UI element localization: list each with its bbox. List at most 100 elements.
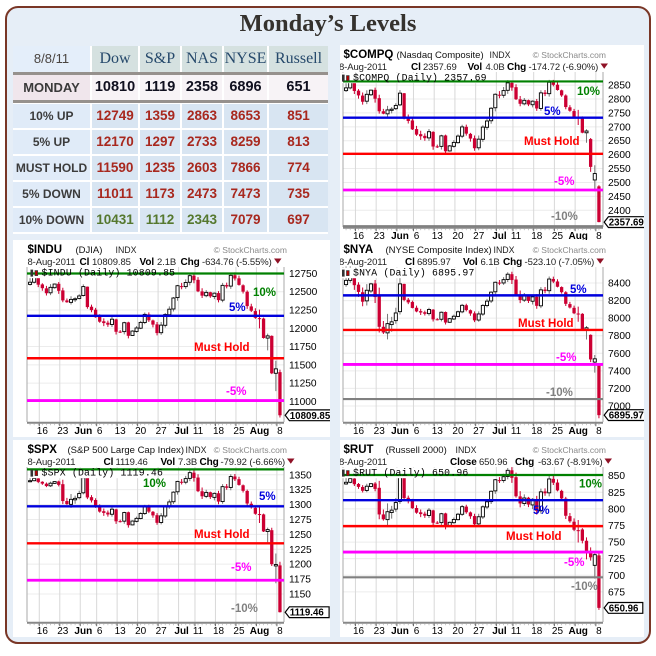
svg-text:Chg: Chg (181, 257, 200, 268)
svg-text:18: 18 (213, 426, 225, 437)
svg-text:6: 6 (414, 626, 420, 637)
svg-text:INDX: INDX (456, 445, 477, 455)
svg-text:Jun: Jun (391, 231, 409, 240)
svg-text:-10%: -10% (231, 603, 258, 615)
svg-text:8200: 8200 (608, 296, 631, 307)
svg-text:INDX: INDX (494, 245, 515, 255)
svg-text:© StockCharts.com: © StockCharts.com (533, 245, 606, 255)
svg-text:825: 825 (608, 488, 625, 499)
svg-text:18: 18 (531, 231, 543, 240)
svg-text:11500: 11500 (289, 360, 317, 371)
svg-text:8000: 8000 (608, 314, 631, 325)
svg-text:8: 8 (596, 626, 602, 637)
svg-text:16: 16 (37, 626, 49, 637)
svg-text:8-Aug-2011: 8-Aug-2011 (340, 457, 387, 468)
svg-text:27: 27 (156, 426, 168, 437)
svg-text:Aug: Aug (568, 626, 587, 637)
svg-text:11250: 11250 (289, 379, 317, 390)
svg-text:Chg: Chg (200, 457, 219, 468)
svg-text:1250: 1250 (289, 530, 312, 541)
svg-text:2600: 2600 (608, 150, 631, 161)
svg-text:Cl: Cl (411, 62, 421, 73)
svg-text:2700: 2700 (608, 122, 631, 133)
svg-text:-10%: -10% (546, 387, 573, 399)
svg-text:Must Hold: Must Hold (194, 529, 250, 541)
svg-text:27: 27 (473, 231, 485, 240)
svg-text:-5%: -5% (554, 176, 574, 188)
svg-text:11000: 11000 (289, 397, 317, 408)
svg-text:1325: 1325 (289, 485, 312, 496)
svg-text:Vol: Vol (468, 62, 483, 73)
svg-text:7600: 7600 (608, 349, 631, 360)
svg-text:Jun: Jun (74, 426, 92, 437)
svg-text:12500: 12500 (289, 287, 318, 298)
svg-text:$RUT: $RUT (344, 444, 374, 456)
svg-text:1200: 1200 (289, 560, 312, 571)
svg-text:-5%: -5% (231, 562, 251, 574)
svg-text:Cl: Cl (104, 457, 114, 468)
svg-text:16: 16 (37, 426, 49, 437)
svg-text:(Nasdaq Composite): (Nasdaq Composite) (397, 50, 484, 61)
svg-text:775: 775 (608, 521, 625, 532)
svg-text:-523.10 (-7.05%): -523.10 (-7.05%) (525, 257, 595, 268)
svg-text:Aug: Aug (250, 626, 269, 637)
svg-text:10809.85: 10809.85 (290, 411, 330, 422)
svg-text:-10%: -10% (551, 211, 578, 223)
svg-text:$NYA: $NYA (344, 244, 374, 256)
svg-text:Jul: Jul (174, 626, 189, 637)
svg-text:16: 16 (353, 426, 365, 437)
svg-text:© StockCharts.com: © StockCharts.com (214, 445, 287, 455)
svg-text:2357.69: 2357.69 (609, 218, 644, 229)
svg-text:675: 675 (608, 587, 625, 598)
svg-text:1350: 1350 (289, 470, 312, 481)
svg-text:Must Hold: Must Hold (194, 342, 250, 354)
svg-text:-5%: -5% (564, 557, 584, 569)
svg-text:-79.92 (-6.66%): -79.92 (-6.66%) (221, 457, 286, 468)
svg-text:10%: 10% (579, 479, 602, 491)
svg-text:20: 20 (452, 426, 464, 437)
svg-text:23: 23 (374, 231, 386, 240)
svg-text:1300: 1300 (289, 500, 312, 511)
svg-text:6: 6 (97, 626, 103, 637)
svg-text:650.96: 650.96 (479, 457, 507, 468)
svg-text:13: 13 (432, 626, 444, 637)
svg-text:2750: 2750 (608, 108, 631, 119)
svg-text:700: 700 (608, 571, 625, 582)
svg-text:2850: 2850 (608, 81, 631, 92)
svg-text:8-Aug-2011: 8-Aug-2011 (28, 457, 76, 468)
svg-text:10%: 10% (577, 86, 600, 98)
svg-text:8-Aug-2011: 8-Aug-2011 (340, 62, 387, 73)
svg-text:Jul: Jul (492, 426, 507, 437)
svg-text:650.96: 650.96 (609, 603, 639, 614)
svg-text:12250: 12250 (289, 305, 318, 316)
svg-text:Cl: Cl (80, 257, 90, 268)
svg-text:$INDU (Daily) 10809.85: $INDU (Daily) 10809.85 (42, 268, 176, 279)
svg-text:23: 23 (57, 426, 69, 437)
svg-text:1119.46: 1119.46 (116, 457, 148, 468)
svg-text:Must Hold: Must Hold (524, 136, 580, 148)
svg-text:6: 6 (414, 231, 420, 240)
svg-text:25: 25 (552, 426, 564, 437)
svg-text:11: 11 (511, 626, 522, 637)
svg-text:10809.85: 10809.85 (92, 257, 131, 268)
svg-text:16: 16 (353, 626, 365, 637)
svg-text:-5%: -5% (226, 386, 246, 398)
svg-text:7200: 7200 (608, 384, 631, 395)
svg-text:20: 20 (452, 231, 464, 240)
svg-text:Aug: Aug (568, 231, 587, 240)
svg-text:750: 750 (608, 538, 625, 549)
svg-text:2650: 2650 (608, 136, 631, 147)
svg-text:27: 27 (156, 626, 168, 637)
svg-text:5%: 5% (533, 505, 550, 517)
svg-text:13: 13 (432, 231, 444, 240)
svg-text:Aug: Aug (250, 426, 269, 437)
svg-text:Chg: Chg (503, 257, 522, 268)
svg-text:6: 6 (97, 426, 103, 437)
svg-text:20: 20 (452, 626, 464, 637)
svg-text:INDX: INDX (186, 445, 207, 455)
svg-text:(NYSE Composite Index): (NYSE Composite Index) (386, 245, 492, 256)
svg-text:27: 27 (473, 626, 485, 637)
svg-text:8: 8 (277, 626, 283, 637)
svg-text:8-Aug-2011: 8-Aug-2011 (340, 257, 387, 268)
svg-text:© StockCharts.com: © StockCharts.com (533, 445, 606, 455)
